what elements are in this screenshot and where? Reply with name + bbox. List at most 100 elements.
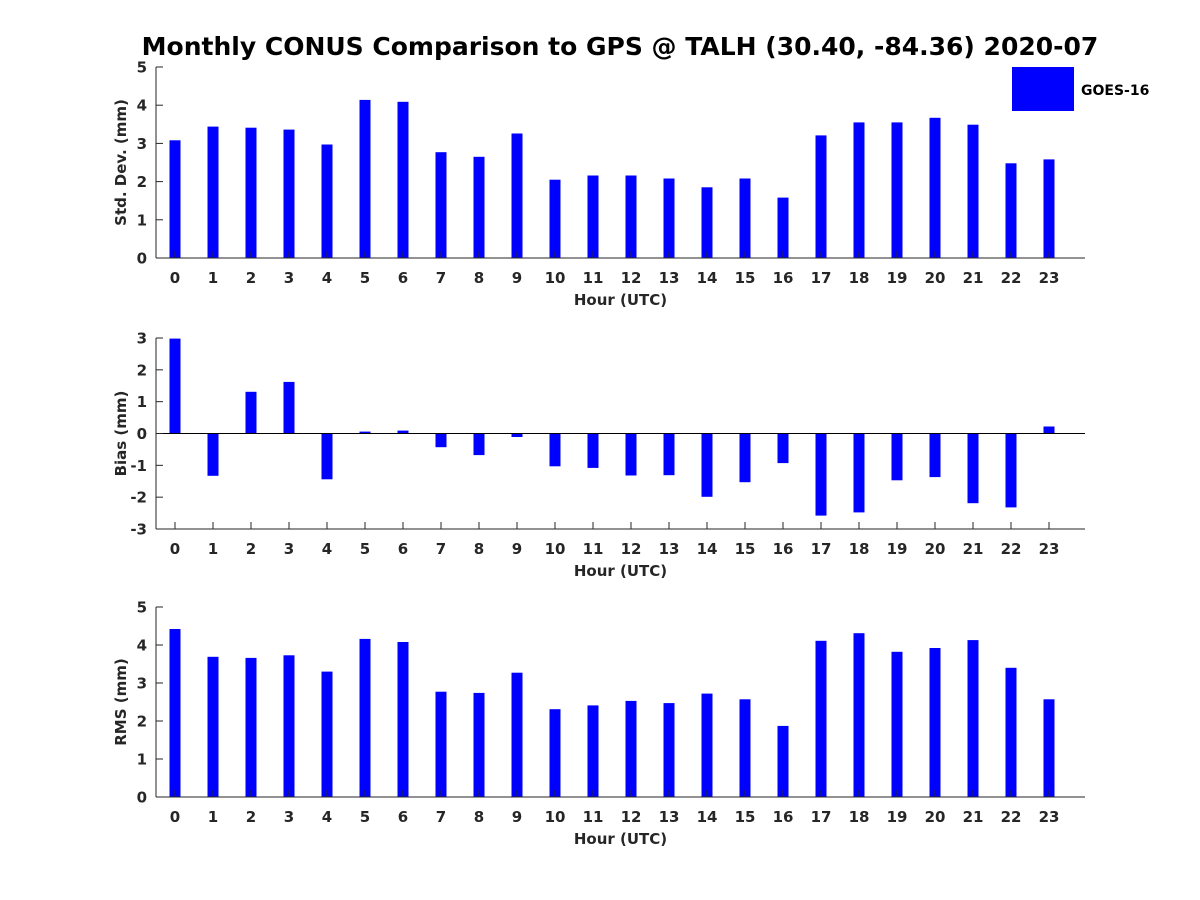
rms-bar-hour-20 bbox=[929, 648, 941, 797]
bias-bar-hour-11 bbox=[587, 433, 599, 468]
bias-bar-hour-13 bbox=[663, 433, 675, 476]
rms-xtick-label: 5 bbox=[360, 808, 370, 826]
std-dev-bar-hour-22 bbox=[1005, 163, 1017, 258]
std-dev-bar-hour-13 bbox=[663, 178, 675, 258]
std-dev-xtick-label: 7 bbox=[436, 269, 446, 287]
rms-ytick-label: 0 bbox=[137, 789, 147, 807]
rms-xtick-label: 21 bbox=[963, 808, 984, 826]
bias-xtick-label: 6 bbox=[398, 540, 408, 558]
bias-bar-hour-1 bbox=[207, 433, 219, 476]
legend: GOES-16 bbox=[1012, 67, 1149, 111]
rms-xtick-label: 12 bbox=[621, 808, 642, 826]
rms-bar-hour-0 bbox=[169, 629, 181, 797]
bias-xtick-label: 3 bbox=[284, 540, 294, 558]
bias-xtick-label: 20 bbox=[925, 540, 946, 558]
std-dev-xtick-label: 11 bbox=[583, 269, 604, 287]
bias-xtick-label: 0 bbox=[170, 540, 180, 558]
std-dev-bar-hour-0 bbox=[169, 140, 181, 258]
std-dev-ytick-label: 0 bbox=[137, 250, 147, 268]
rms-xtick-label: 18 bbox=[849, 808, 870, 826]
std-dev-xtick-label: 4 bbox=[322, 269, 332, 287]
rms-xtick-label: 15 bbox=[735, 808, 756, 826]
rms-xtick-label: 3 bbox=[284, 808, 294, 826]
rms-bar-hour-23 bbox=[1043, 699, 1055, 797]
rms-xtick-label: 6 bbox=[398, 808, 408, 826]
rms-xtick-label: 22 bbox=[1001, 808, 1022, 826]
rms-xtick-label: 19 bbox=[887, 808, 908, 826]
std-dev-xtick-label: 2 bbox=[246, 269, 256, 287]
rms-bar-hour-17 bbox=[815, 640, 827, 797]
rms-bar-hour-5 bbox=[359, 638, 371, 797]
rms-x-axis-label: Hour (UTC) bbox=[574, 830, 667, 848]
std-dev-bar-hour-9 bbox=[511, 133, 523, 258]
bias-bar-hour-9 bbox=[511, 433, 523, 437]
bias-xtick-label: 8 bbox=[474, 540, 484, 558]
bias-bar-hour-17 bbox=[815, 433, 827, 516]
rms-xtick-label: 4 bbox=[322, 808, 332, 826]
rms-bar-hour-3 bbox=[283, 655, 295, 797]
legend-label-goes16: GOES-16 bbox=[1081, 83, 1149, 99]
std-dev-bar-hour-4 bbox=[321, 144, 333, 258]
bias-xtick-label: 4 bbox=[322, 540, 332, 558]
bias-xtick-label: 1 bbox=[208, 540, 218, 558]
bias-bar-hour-12 bbox=[625, 433, 637, 476]
std-dev-xtick-label: 16 bbox=[773, 269, 794, 287]
bias-bar-hour-7 bbox=[435, 433, 447, 448]
std-dev-bar-hour-5 bbox=[359, 99, 371, 259]
rms-ytick-label: 1 bbox=[137, 751, 147, 769]
rms-bar-hour-11 bbox=[587, 705, 599, 797]
std-dev-ytick-label: 4 bbox=[137, 97, 147, 115]
std-dev-xtick-label: 10 bbox=[545, 269, 566, 287]
std-dev-bar-hour-10 bbox=[549, 179, 561, 258]
bias-bar-hour-5 bbox=[359, 431, 371, 434]
std-dev-bar-hour-16 bbox=[777, 197, 789, 258]
rms-bar-hour-12 bbox=[625, 700, 637, 797]
std-dev-bar-hour-12 bbox=[625, 175, 637, 258]
bias-xtick-label: 19 bbox=[887, 540, 908, 558]
std-dev-xtick-label: 21 bbox=[963, 269, 984, 287]
std-dev-bar-hour-14 bbox=[701, 187, 713, 258]
bias-bar-hour-6 bbox=[397, 430, 409, 434]
std-dev-bar-hour-11 bbox=[587, 175, 599, 258]
rms-xtick-label: 10 bbox=[545, 808, 566, 826]
bias-xtick-label: 11 bbox=[583, 540, 604, 558]
rms-bar-hour-14 bbox=[701, 693, 713, 797]
legend-swatch-goes16 bbox=[1012, 67, 1074, 111]
rms-ytick-label: 3 bbox=[137, 675, 147, 693]
rms-bar-hour-10 bbox=[549, 709, 561, 797]
std-dev-bar-hour-1 bbox=[207, 126, 219, 258]
bias-xtick-label: 21 bbox=[963, 540, 984, 558]
bias-bar-hour-14 bbox=[701, 433, 713, 497]
std-dev-xtick-label: 14 bbox=[697, 269, 718, 287]
rms-bar-hour-21 bbox=[967, 640, 979, 797]
std-dev-bar-hour-8 bbox=[473, 156, 485, 258]
bias-xtick-label: 16 bbox=[773, 540, 794, 558]
std-dev-x-axis-label: Hour (UTC) bbox=[574, 291, 667, 309]
std-dev-xtick-label: 8 bbox=[474, 269, 484, 287]
bias-xtick-label: 5 bbox=[360, 540, 370, 558]
rms-xtick-label: 13 bbox=[659, 808, 680, 826]
std-dev-xtick-label: 12 bbox=[621, 269, 642, 287]
std-dev-xtick-label: 0 bbox=[170, 269, 180, 287]
std-dev-bar-hour-15 bbox=[739, 178, 751, 258]
bias-ytick-label: -2 bbox=[130, 489, 147, 507]
rms-ytick-label: 5 bbox=[137, 599, 147, 617]
rms-xtick-label: 23 bbox=[1039, 808, 1060, 826]
bias-ytick-label: 2 bbox=[137, 361, 147, 379]
bias-xtick-label: 13 bbox=[659, 540, 680, 558]
bias-bar-hour-22 bbox=[1005, 433, 1017, 508]
bias-xtick-label: 10 bbox=[545, 540, 566, 558]
rms-bar-hour-2 bbox=[245, 657, 257, 797]
std-dev-xtick-label: 5 bbox=[360, 269, 370, 287]
bias-xtick-label: 2 bbox=[246, 540, 256, 558]
bias-ytick-label: -1 bbox=[130, 457, 147, 475]
bias-bar-hour-18 bbox=[853, 433, 865, 513]
bias-bar-hour-23 bbox=[1043, 426, 1055, 434]
rms-bar-hour-19 bbox=[891, 651, 903, 797]
figure-title: Monthly CONUS Comparison to GPS @ TALH (… bbox=[142, 32, 1099, 61]
bias-ytick-label: 0 bbox=[137, 425, 147, 443]
rms-xtick-label: 17 bbox=[811, 808, 832, 826]
std-dev-y-axis-label: Std. Dev. (mm) bbox=[112, 99, 130, 226]
